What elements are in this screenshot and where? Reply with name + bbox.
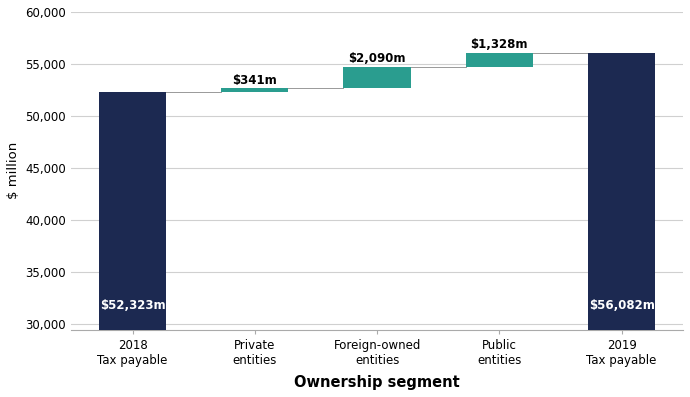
Bar: [221, 89, 288, 92]
Bar: [344, 67, 411, 89]
X-axis label: Ownership segment: Ownership segment: [294, 375, 460, 390]
Text: $52,323m: $52,323m: [100, 299, 166, 312]
Text: $56,082m: $56,082m: [589, 299, 655, 312]
Text: $341m: $341m: [233, 74, 277, 87]
Bar: [466, 53, 533, 67]
Text: $2,090m: $2,090m: [348, 52, 406, 65]
Bar: [588, 53, 656, 397]
Text: $1,328m: $1,328m: [471, 38, 528, 51]
Bar: [99, 92, 166, 397]
Y-axis label: $ million: $ million: [7, 142, 20, 199]
